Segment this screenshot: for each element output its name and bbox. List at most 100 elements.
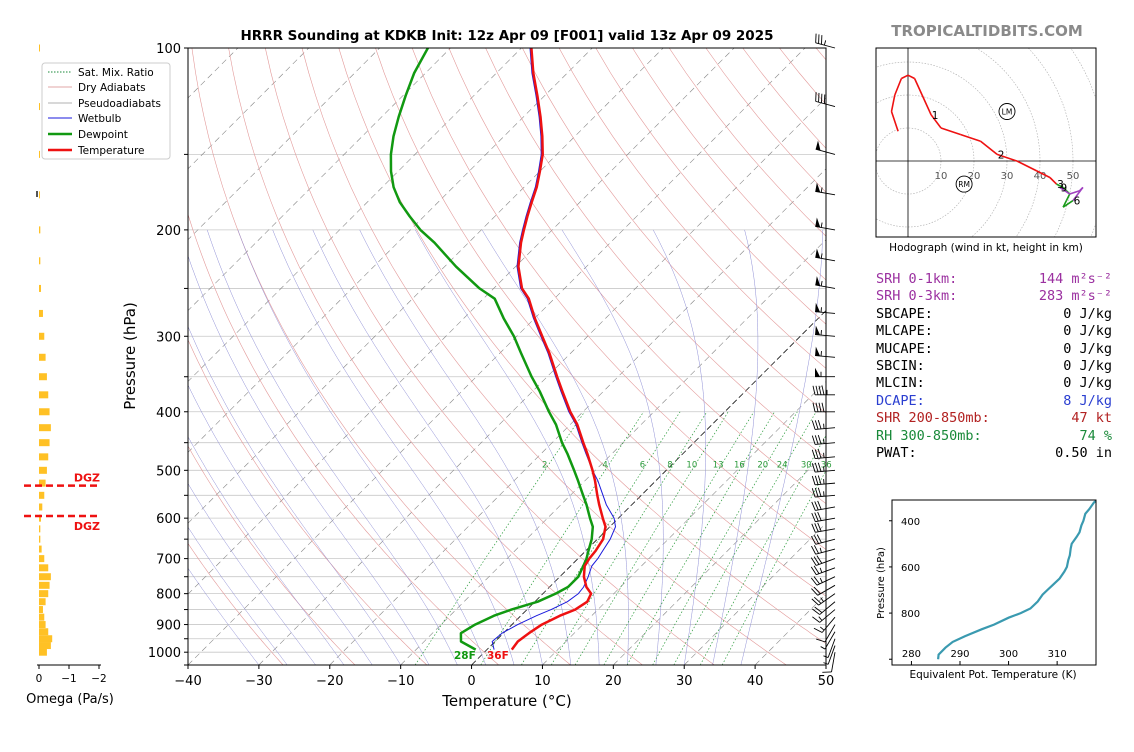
- mixing-ratio-label: 8: [667, 460, 672, 470]
- omega-tick-label: −2: [91, 673, 106, 685]
- dgz-label: DGZ: [74, 520, 100, 533]
- index-value: 0 J/kg: [1008, 341, 1112, 358]
- theta-e-x-tick-label: 310: [1048, 649, 1067, 660]
- mixing-ratio-label: 30: [801, 460, 812, 470]
- index-row: SRH 0-1km:144 m²s⁻²: [876, 271, 1116, 288]
- omega-bar: [39, 226, 40, 233]
- omega-bar: [39, 333, 44, 340]
- index-value: 283 m²s⁻²: [1008, 288, 1112, 305]
- skewt-x-label: Temperature (°C): [441, 692, 571, 710]
- omega-bar: [39, 151, 40, 158]
- legend-label-wetbulb: Wetbulb: [78, 113, 122, 125]
- mixing-ratio-label: 13: [713, 460, 724, 470]
- index-value: 0 J/kg: [1008, 323, 1112, 340]
- watermark: TROPICALTIDBITS.COM: [891, 22, 1083, 40]
- x-tick-label: 0: [467, 674, 475, 689]
- mixing-ratio-label: 16: [734, 460, 745, 470]
- omega-bar: [39, 635, 52, 642]
- mixing-ratio-label: 2: [542, 460, 547, 470]
- omega-bar: [39, 590, 48, 597]
- omega-bar: [39, 621, 46, 628]
- index-label: RH 300-850mb:: [876, 428, 1008, 445]
- hodograph-rm-label: RM: [958, 180, 970, 189]
- omega-bar: [39, 564, 48, 571]
- index-label: MUCAPE:: [876, 341, 1008, 358]
- mixing-ratio-label: 36: [821, 460, 832, 470]
- hodograph-caption: Hodograph (wind in kt, height in km): [889, 242, 1083, 254]
- y-tick-label: 600: [156, 512, 181, 527]
- hodograph-height-label: 2: [998, 149, 1005, 161]
- index-row: SBCIN:0 J/kg: [876, 358, 1116, 375]
- index-row: PWAT:0.50 in: [876, 445, 1116, 462]
- omega-bar: [39, 582, 50, 589]
- omega-bar: [39, 642, 51, 649]
- omega-bar: [39, 525, 40, 532]
- omega-bar: [39, 408, 50, 415]
- skewt-legend: Sat. Mix. Ratio Dry Adiabats Pseudoadiab…: [42, 63, 170, 159]
- omega-tick-label: −1: [61, 673, 76, 685]
- legend-label-dry: Dry Adiabats: [78, 82, 146, 94]
- omega-bar: [39, 354, 46, 361]
- x-tick-label: 10: [534, 674, 551, 689]
- hodograph-ring-label: 30: [1001, 171, 1014, 182]
- index-value: 74 %: [1008, 428, 1112, 445]
- chart-title: HRRR Sounding at KDKB Init: 12z Apr 09 […: [240, 28, 773, 44]
- omega-bar: [39, 546, 42, 553]
- index-label: SBCIN:: [876, 358, 1008, 375]
- index-label: MLCAPE:: [876, 323, 1008, 340]
- dgz-label: DGZ: [74, 472, 100, 485]
- theta-e-x-label: Equivalent Pot. Temperature (K): [909, 669, 1076, 681]
- index-row: MLCAPE:0 J/kg: [876, 323, 1116, 340]
- mixing-ratio-label: 6: [640, 460, 645, 470]
- omega-bar: [39, 45, 40, 52]
- x-tick-label: −40: [174, 674, 201, 689]
- omega-bar: [39, 285, 41, 292]
- index-value: 0.50 in: [1008, 445, 1112, 462]
- y-tick-label: 700: [156, 553, 181, 568]
- hodograph-height-label: 6: [1074, 196, 1081, 208]
- index-label: DCAPE:: [876, 393, 1008, 410]
- omega-x-label: Omega (Pa/s): [26, 692, 114, 707]
- index-label: SRH 0-1km:: [876, 271, 1008, 288]
- theta-e-y-tick-label: 400: [901, 517, 920, 528]
- omega-bar: [39, 503, 42, 510]
- omega-bar: [39, 439, 50, 446]
- index-row: MLCIN:0 J/kg: [876, 375, 1116, 392]
- surface-temp-label: 36F: [487, 650, 509, 662]
- mixing-ratio-label: 10: [686, 460, 697, 470]
- index-row: DCAPE:8 J/kg: [876, 393, 1116, 410]
- omega-bar: [39, 453, 48, 460]
- y-tick-label: 100: [156, 42, 181, 57]
- index-row: MUCAPE:0 J/kg: [876, 341, 1116, 358]
- mixing-ratio-label: 4: [602, 460, 607, 470]
- index-value: 0 J/kg: [1008, 358, 1112, 375]
- hodograph-ring-label: 10: [935, 171, 948, 182]
- index-value: 0 J/kg: [1008, 375, 1112, 392]
- hodograph-height-label: 9: [1060, 182, 1067, 194]
- theta-e-y-label: Pressure (hPa): [876, 547, 887, 619]
- index-label: MLCIN:: [876, 375, 1008, 392]
- index-label: PWAT:: [876, 445, 1008, 462]
- index-row: SRH 0-3km:283 m²s⁻²: [876, 288, 1116, 305]
- hodograph-lm-label: LM: [1002, 108, 1013, 117]
- x-tick-label: 50: [818, 674, 835, 689]
- hodograph-ring-label: 50: [1067, 171, 1080, 182]
- x-tick-label: 20: [605, 674, 622, 689]
- index-value: 47 kt: [1008, 410, 1112, 427]
- omega-bar: [39, 598, 46, 605]
- mixing-ratio-label: 24: [777, 460, 788, 470]
- index-value: 8 J/kg: [1008, 393, 1112, 410]
- omega-bar: [39, 103, 40, 110]
- omega-bar: [39, 191, 40, 198]
- index-label: SBCAPE:: [876, 306, 1008, 323]
- omega-bar: [39, 391, 48, 398]
- skewt-y-label: Pressure (hPa): [121, 302, 139, 410]
- theta-e-x-tick-label: 300: [999, 649, 1018, 660]
- y-tick-label: 200: [156, 224, 181, 239]
- legend-label-mixratio: Sat. Mix. Ratio: [78, 67, 154, 79]
- y-tick-label: 500: [156, 464, 181, 479]
- y-tick-label: 800: [156, 588, 181, 603]
- theta-e-x-tick-label: 290: [950, 649, 969, 660]
